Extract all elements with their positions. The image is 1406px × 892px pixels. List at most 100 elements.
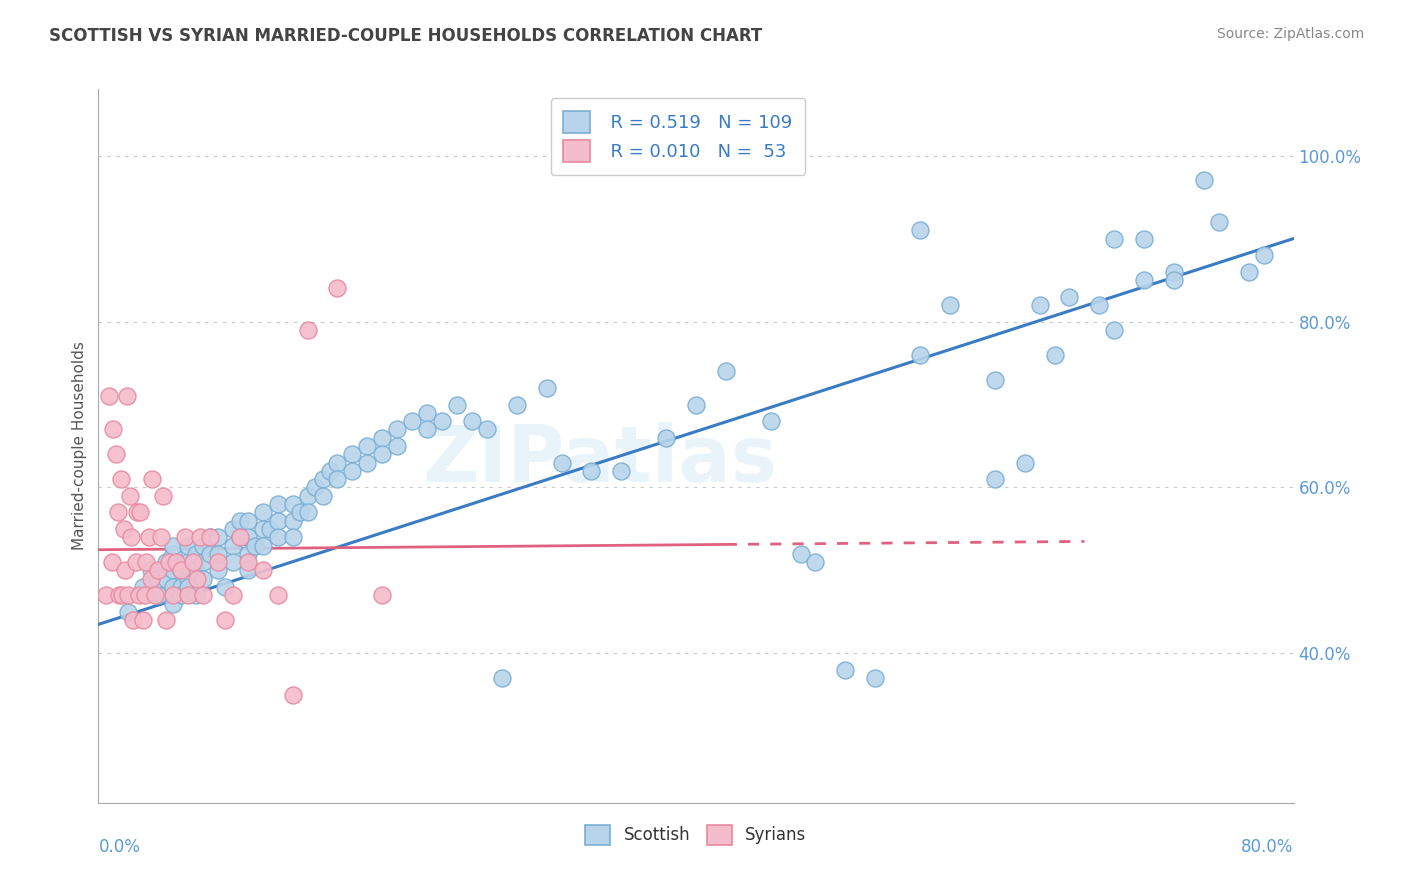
- Point: [103, 422, 125, 436]
- Point: [101, 555, 124, 569]
- Point: [1133, 231, 1156, 245]
- Point: [177, 555, 200, 569]
- Point: [1163, 273, 1185, 287]
- Point: [385, 422, 409, 436]
- Point: [128, 588, 150, 602]
- Point: [908, 223, 931, 237]
- Point: [118, 489, 141, 503]
- Point: [114, 564, 136, 578]
- Point: [759, 414, 782, 428]
- Point: [267, 514, 290, 528]
- Point: [655, 431, 678, 445]
- Point: [236, 555, 259, 569]
- Point: [311, 489, 333, 503]
- Text: 0.0%: 0.0%: [98, 838, 141, 856]
- Point: [165, 555, 187, 569]
- Point: [107, 505, 129, 519]
- Point: [150, 530, 173, 544]
- Point: [162, 564, 184, 578]
- Point: [115, 389, 138, 403]
- Point: [1253, 248, 1275, 262]
- Point: [191, 539, 214, 553]
- Point: [1059, 290, 1081, 304]
- Point: [401, 414, 423, 428]
- Point: [148, 588, 170, 602]
- Point: [229, 530, 252, 544]
- Point: [155, 555, 177, 569]
- Point: [207, 547, 229, 561]
- Point: [236, 564, 259, 578]
- Point: [1043, 348, 1066, 362]
- Point: [550, 456, 572, 470]
- Point: [281, 497, 304, 511]
- Point: [222, 539, 245, 553]
- Point: [1028, 298, 1050, 312]
- Point: [581, 464, 603, 478]
- Point: [121, 613, 143, 627]
- Point: [984, 373, 1007, 387]
- Point: [111, 588, 134, 602]
- Point: [834, 663, 856, 677]
- Point: [714, 364, 737, 378]
- Point: [491, 671, 513, 685]
- Point: [245, 539, 267, 553]
- Point: [139, 572, 162, 586]
- Text: ZIPatlas: ZIPatlas: [423, 422, 778, 499]
- Point: [200, 547, 222, 561]
- Point: [311, 472, 333, 486]
- Point: [181, 555, 204, 569]
- Point: [207, 564, 229, 578]
- Point: [804, 555, 827, 569]
- Point: [1104, 323, 1126, 337]
- Point: [297, 489, 319, 503]
- Point: [342, 464, 364, 478]
- Point: [304, 481, 326, 495]
- Point: [174, 530, 197, 544]
- Point: [252, 539, 274, 553]
- Point: [297, 505, 319, 519]
- Point: [177, 572, 200, 586]
- Point: [326, 281, 349, 295]
- Point: [475, 422, 498, 436]
- Point: [207, 555, 229, 569]
- Text: Source: ZipAtlas.com: Source: ZipAtlas.com: [1216, 27, 1364, 41]
- Point: [188, 530, 211, 544]
- Point: [138, 530, 160, 544]
- Point: [356, 456, 378, 470]
- Point: [143, 588, 166, 602]
- Point: [141, 472, 163, 486]
- Point: [267, 588, 290, 602]
- Point: [134, 588, 156, 602]
- Point: [162, 588, 184, 602]
- Text: 80.0%: 80.0%: [1241, 838, 1294, 856]
- Point: [108, 588, 131, 602]
- Point: [169, 580, 191, 594]
- Point: [214, 580, 236, 594]
- Point: [148, 564, 170, 578]
- Point: [229, 530, 252, 544]
- Point: [319, 464, 342, 478]
- Point: [789, 547, 811, 561]
- Point: [191, 555, 214, 569]
- Point: [236, 514, 259, 528]
- Point: [356, 439, 378, 453]
- Point: [385, 439, 409, 453]
- Point: [229, 514, 252, 528]
- Point: [416, 406, 439, 420]
- Point: [152, 489, 174, 503]
- Point: [371, 431, 394, 445]
- Point: [259, 522, 281, 536]
- Point: [200, 530, 222, 544]
- Point: [129, 505, 152, 519]
- Point: [610, 464, 633, 478]
- Point: [132, 613, 155, 627]
- Point: [288, 505, 311, 519]
- Point: [267, 497, 290, 511]
- Point: [371, 588, 394, 602]
- Point: [177, 580, 200, 594]
- Point: [191, 588, 214, 602]
- Point: [236, 547, 259, 561]
- Point: [184, 588, 207, 602]
- Point: [222, 588, 245, 602]
- Point: [371, 447, 394, 461]
